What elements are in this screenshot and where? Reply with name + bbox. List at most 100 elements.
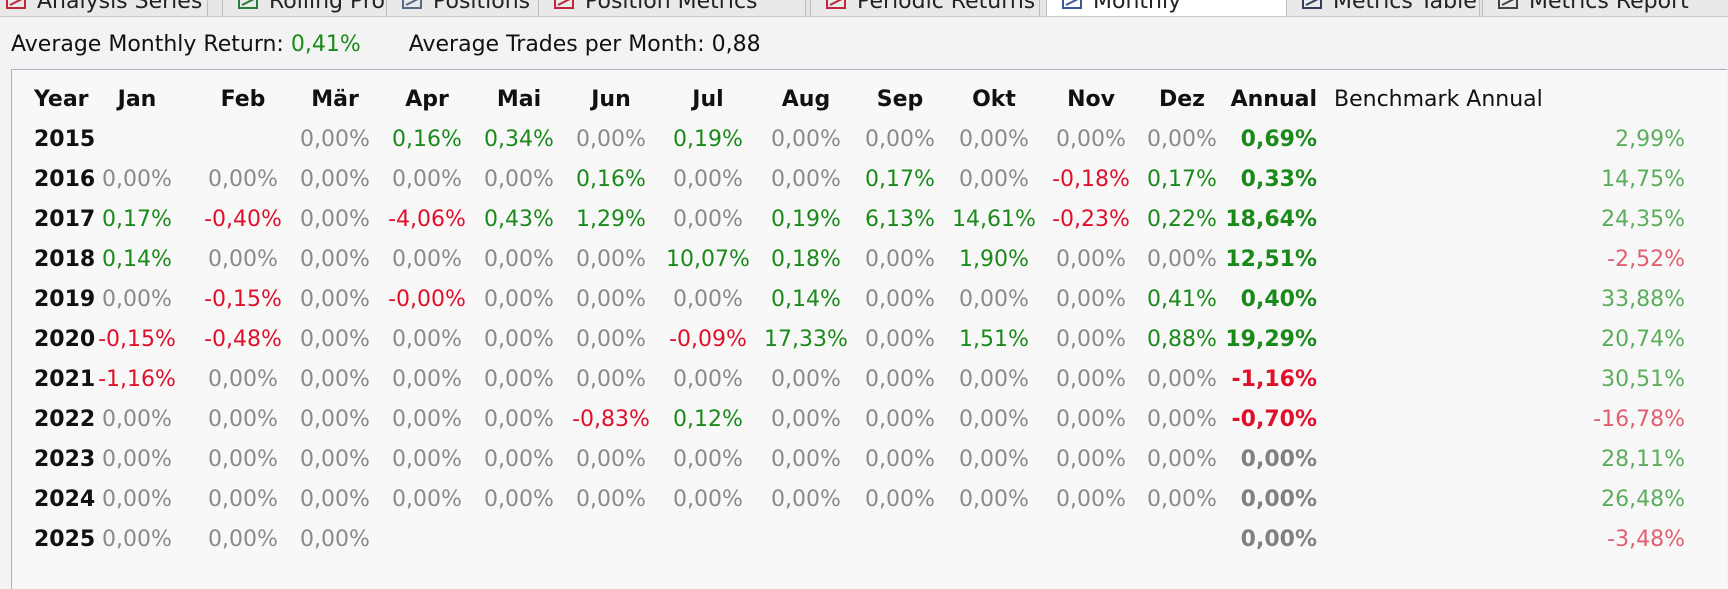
month-cell: 0,00% bbox=[208, 447, 278, 472]
month-cell: 0,00% bbox=[1147, 447, 1217, 472]
tab-strip: Analysis Series Rolling Profit Positions Po… bbox=[0, 0, 1728, 17]
month-cell: 0,00% bbox=[959, 287, 1029, 312]
tab-positions[interactable]: Positions bbox=[386, 0, 584, 16]
tab-label: Metrics Table bbox=[1333, 0, 1477, 14]
annual-cell: -1,16% bbox=[1231, 367, 1317, 392]
row-year: 2023 bbox=[34, 447, 96, 472]
row-year: 2022 bbox=[34, 407, 96, 432]
tab-position-metrics[interactable]: Position Metrics bbox=[538, 0, 806, 16]
row-year: 2018 bbox=[34, 247, 96, 272]
month-cell: 0,00% bbox=[484, 247, 554, 272]
benchmark-cell: 14,75% bbox=[1601, 167, 1685, 192]
row-year: 2019 bbox=[34, 287, 96, 312]
month-cell: 0,00% bbox=[673, 207, 743, 232]
metrics-report-icon bbox=[1497, 0, 1519, 10]
month-cell: 0,00% bbox=[1147, 247, 1217, 272]
month-cell: 0,00% bbox=[865, 327, 935, 352]
header-month: Feb bbox=[220, 87, 266, 112]
month-cell: 0,34% bbox=[484, 127, 554, 152]
month-cell: 0,00% bbox=[392, 407, 462, 432]
row-year: 2020 bbox=[34, 327, 96, 352]
row-year: 2016 bbox=[34, 167, 96, 192]
month-cell: 0,00% bbox=[300, 207, 370, 232]
month-cell: 0,19% bbox=[771, 207, 841, 232]
month-cell: 6,13% bbox=[865, 207, 935, 232]
month-cell: 0,00% bbox=[771, 127, 841, 152]
benchmark-cell: 24,35% bbox=[1601, 207, 1685, 232]
tab-metrics-report[interactable]: Metrics Report bbox=[1482, 0, 1728, 16]
month-cell: 0,00% bbox=[1056, 247, 1126, 272]
month-cell: 0,00% bbox=[673, 447, 743, 472]
tab-analysis-series[interactable]: Analysis Series bbox=[0, 0, 208, 16]
month-cell: 0,00% bbox=[300, 127, 370, 152]
month-cell: 0,00% bbox=[300, 287, 370, 312]
month-cell: 0,00% bbox=[102, 447, 172, 472]
month-cell: 0,00% bbox=[102, 527, 172, 552]
month-cell: -1,16% bbox=[98, 367, 176, 392]
row-year: 2017 bbox=[34, 207, 96, 232]
month-cell: 0,00% bbox=[865, 447, 935, 472]
month-cell: 0,00% bbox=[300, 407, 370, 432]
tab-periodic-returns[interactable]: Periodic Returns bbox=[810, 0, 1040, 16]
month-cell: 0,16% bbox=[576, 167, 646, 192]
benchmark-cell: 26,48% bbox=[1601, 487, 1685, 512]
header-month: Jun bbox=[591, 87, 631, 112]
header-month: Nov bbox=[1067, 87, 1115, 112]
month-cell: 14,61% bbox=[952, 207, 1036, 232]
month-cell: -0,15% bbox=[204, 287, 282, 312]
month-cell: 0,00% bbox=[484, 367, 554, 392]
month-cell: 0,00% bbox=[673, 367, 743, 392]
month-cell: 0,00% bbox=[771, 487, 841, 512]
tab-monthly[interactable]: Monthly bbox=[1046, 0, 1290, 16]
benchmark-cell: 33,88% bbox=[1601, 287, 1685, 312]
annual-cell: 12,51% bbox=[1225, 247, 1317, 272]
month-cell: 0,00% bbox=[865, 247, 935, 272]
month-cell: 0,00% bbox=[102, 407, 172, 432]
month-cell: 0,00% bbox=[576, 247, 646, 272]
month-cell: 0,00% bbox=[1056, 447, 1126, 472]
month-cell: 0,00% bbox=[1056, 407, 1126, 432]
month-cell: 0,00% bbox=[392, 247, 462, 272]
header-month: Okt bbox=[972, 87, 1016, 112]
month-cell: 0,12% bbox=[673, 407, 743, 432]
month-cell: 0,17% bbox=[102, 207, 172, 232]
month-cell: 0,00% bbox=[1147, 487, 1217, 512]
month-cell: -0,00% bbox=[388, 287, 466, 312]
month-cell: 0,22% bbox=[1147, 207, 1217, 232]
month-cell: 0,00% bbox=[576, 127, 646, 152]
tab-metrics-table[interactable]: Metrics Table bbox=[1286, 0, 1480, 16]
month-cell: 0,00% bbox=[1056, 367, 1126, 392]
month-cell: -0,83% bbox=[572, 407, 650, 432]
positions-icon bbox=[401, 0, 423, 10]
month-cell: 0,19% bbox=[673, 127, 743, 152]
avg-trades-label: Average Trades per Month: bbox=[408, 32, 705, 57]
annual-cell: 19,29% bbox=[1225, 327, 1317, 352]
month-cell: 0,00% bbox=[959, 407, 1029, 432]
row-year: 2021 bbox=[34, 367, 96, 392]
month-cell: 0,00% bbox=[576, 487, 646, 512]
tab-rolling-profit[interactable]: Rolling Profit bbox=[222, 0, 420, 16]
summary-bar: Average Monthly Return: 0,41% Average Tr… bbox=[11, 30, 761, 60]
month-cell: 0,17% bbox=[1147, 167, 1217, 192]
month-cell: 0,00% bbox=[1147, 367, 1217, 392]
month-cell: 0,00% bbox=[484, 407, 554, 432]
month-cell: 0,88% bbox=[1147, 327, 1217, 352]
month-cell: 0,00% bbox=[771, 367, 841, 392]
month-cell: 0,00% bbox=[208, 367, 278, 392]
month-cell: 0,00% bbox=[300, 367, 370, 392]
month-cell: 0,00% bbox=[673, 287, 743, 312]
header-year: Year bbox=[34, 87, 89, 112]
tab-label: Periodic Returns bbox=[857, 0, 1036, 14]
month-cell: 0,00% bbox=[865, 127, 935, 152]
month-cell: 0,00% bbox=[576, 327, 646, 352]
benchmark-cell: 2,99% bbox=[1615, 127, 1685, 152]
month-cell: 0,00% bbox=[300, 327, 370, 352]
month-cell: 0,00% bbox=[865, 367, 935, 392]
month-cell: 0,00% bbox=[208, 247, 278, 272]
month-cell: 0,00% bbox=[771, 447, 841, 472]
avg-monthly-return-label: Average Monthly Return: bbox=[11, 32, 284, 57]
tab-label: Rolling Profit bbox=[269, 0, 408, 14]
month-cell: 0,00% bbox=[102, 487, 172, 512]
header-month: Mai bbox=[496, 87, 542, 112]
row-year: 2025 bbox=[34, 527, 96, 552]
